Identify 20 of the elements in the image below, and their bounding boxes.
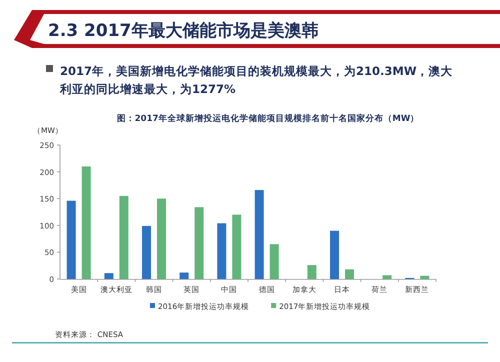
bar bbox=[217, 223, 226, 279]
bar bbox=[345, 269, 354, 279]
chart-subtitle: 2017年，美国新增电化学储能项目的装机规模最大，为210.3MW，澳大利亚的同比增速最大，为1277% bbox=[59, 64, 454, 96]
bar bbox=[180, 272, 189, 279]
bar bbox=[104, 273, 114, 279]
bar bbox=[307, 265, 316, 279]
bar bbox=[142, 226, 151, 279]
chart-title: 2.3 2017年最大储能市场是美澳韩 bbox=[48, 21, 318, 41]
bar bbox=[232, 214, 242, 279]
bar bbox=[66, 200, 76, 279]
bar bbox=[157, 198, 166, 279]
bar bbox=[119, 196, 128, 279]
text: 图：2017年全球新增投运电化学储能项目规模排名前十名国家分布（MW） bbox=[116, 113, 420, 124]
bar bbox=[194, 207, 204, 279]
bar bbox=[420, 276, 430, 279]
bar bbox=[82, 166, 91, 279]
bar bbox=[382, 275, 392, 279]
bar bbox=[330, 230, 339, 279]
bar bbox=[254, 190, 264, 279]
bar bbox=[270, 244, 279, 279]
